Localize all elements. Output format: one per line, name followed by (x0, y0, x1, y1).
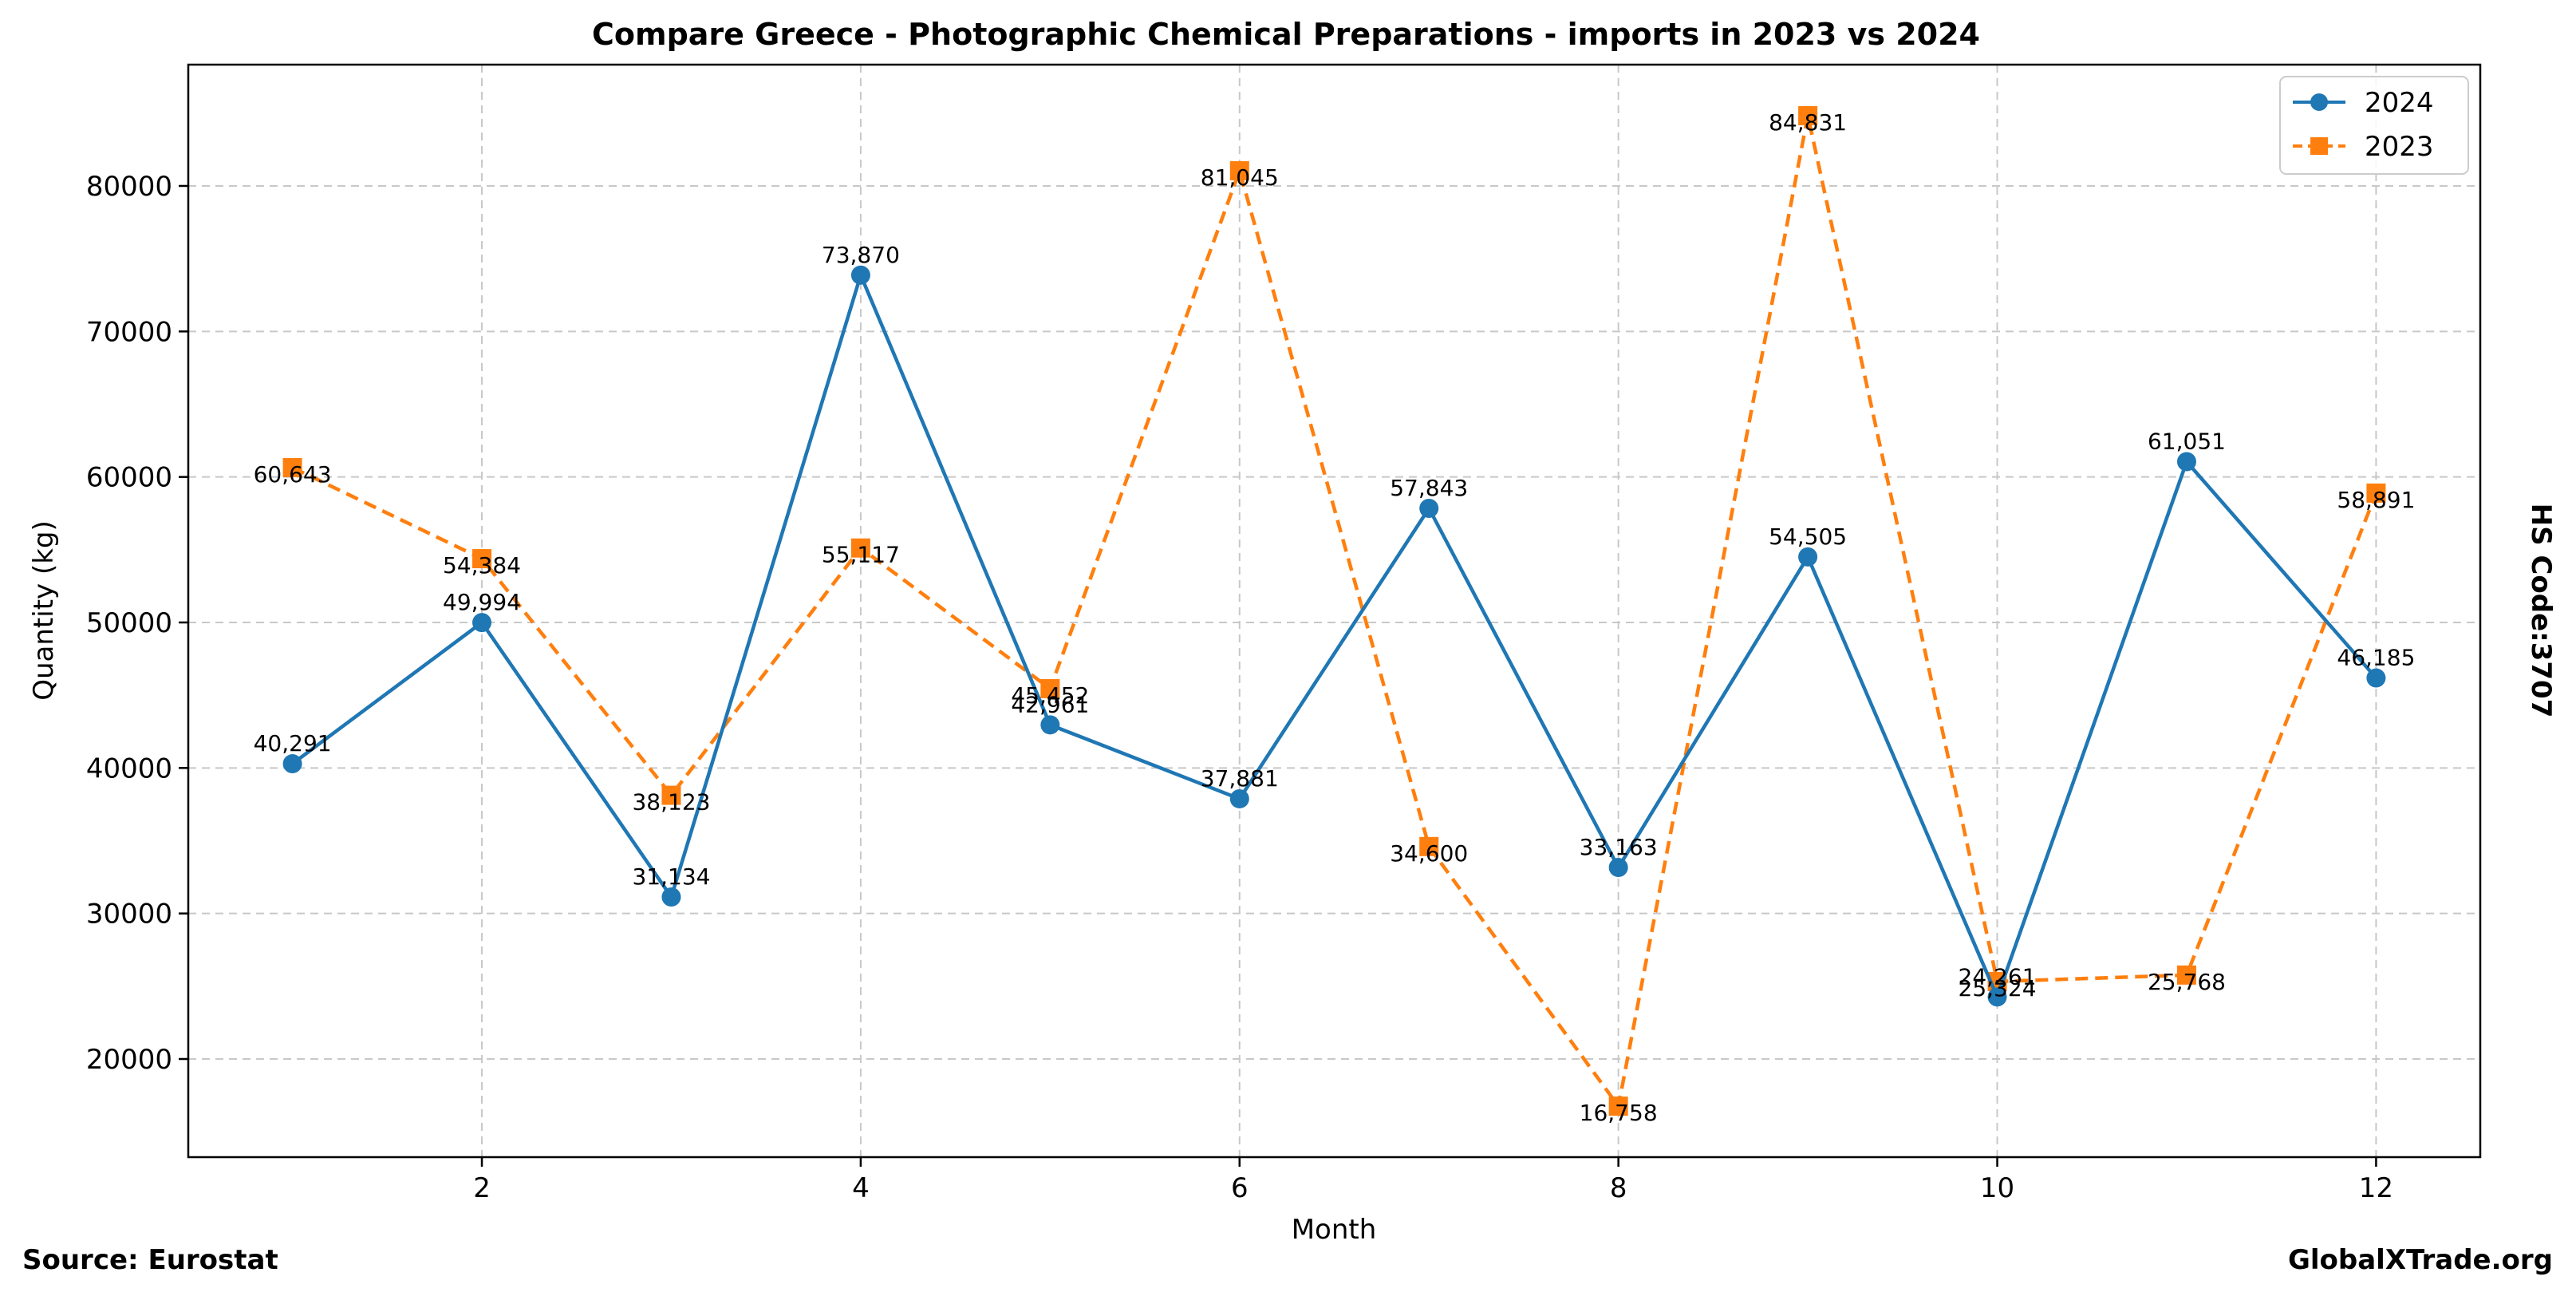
data-label-2023: 84,831 (1769, 109, 1847, 136)
y-tick-label: 70000 (86, 316, 172, 348)
legend-label-2024: 2024 (2365, 87, 2434, 119)
data-point-2023 (661, 785, 681, 805)
data-label-2023: 25,324 (1959, 975, 2037, 1002)
data-label-2023: 34,600 (1390, 840, 1468, 867)
y-tick-label: 60000 (86, 462, 172, 494)
data-point-2023 (1608, 1096, 1628, 1116)
data-label-2023: 58,891 (2337, 487, 2415, 513)
data-label-2024: 61,051 (2148, 428, 2226, 454)
y-tick-label: 40000 (86, 753, 172, 784)
data-point-2024 (2176, 452, 2196, 472)
data-point-2024 (661, 887, 681, 907)
data-label-2024: 40,291 (254, 730, 332, 757)
data-label-2024: 33,163 (1580, 834, 1658, 860)
data-point-2023 (2366, 483, 2386, 503)
legend: 2024 2023 (2279, 76, 2469, 175)
data-label-2024: 31,134 (632, 863, 710, 890)
data-label-2023: 16,758 (1580, 1100, 1658, 1126)
y-tick-label: 20000 (86, 1044, 172, 1076)
data-label-2023: 25,768 (2148, 969, 2226, 995)
data-label-2024: 49,994 (443, 589, 521, 615)
data-label-2024: 57,843 (1390, 475, 1468, 501)
data-label-2023: 38,123 (632, 789, 710, 816)
x-tick-label: 12 (2359, 1172, 2393, 1204)
data-point-2023 (1798, 105, 1818, 125)
x-axis-label: Month (1292, 1214, 1377, 1246)
data-point-2024 (1229, 788, 1249, 808)
data-label-2023: 55,117 (822, 542, 900, 568)
data-point-2023 (282, 457, 302, 477)
data-labels: 40,291 49,994 31,134 73,870 42,961 37,881 57,8… (254, 109, 2416, 1126)
footer-source: Source: Eurostat (22, 1244, 278, 1276)
y-axis-label: Quantity (kg) (28, 520, 60, 701)
data-point-2024 (282, 754, 302, 774)
footer-brand: GlobalXTrade.org (2288, 1244, 2553, 1276)
x-tick-label: 4 (852, 1172, 870, 1204)
data-point-2024 (1987, 987, 2007, 1007)
data-label-2024: 42,961 (1011, 691, 1089, 717)
data-point-2024 (472, 613, 492, 633)
x-tick-label: 2 (473, 1172, 491, 1204)
data-label-2024: 24,261 (1959, 963, 2037, 990)
axis-ticks: 2 4 6 8 10 12 20000 30000 40000 50000 60000 70000 80… (86, 171, 2393, 1204)
data-label-2024: 54,505 (1769, 524, 1847, 550)
data-label-2024: 46,185 (2337, 645, 2415, 671)
data-point-2024 (1419, 498, 1439, 518)
data-point-2024 (2366, 668, 2386, 688)
grid-lines (188, 65, 2480, 1157)
data-label-2023: 60,643 (254, 461, 332, 488)
x-tick-label: 10 (1980, 1172, 2014, 1204)
data-point-2024 (1798, 547, 1818, 567)
y-tick-label: 80000 (86, 171, 172, 203)
data-point-2023 (472, 549, 492, 569)
series-layer (282, 105, 2386, 1116)
data-label-2023: 45,452 (1011, 682, 1089, 709)
x-tick-label: 6 (1231, 1172, 1249, 1204)
legend-marker-2023 (2310, 137, 2328, 155)
y-tick-label: 50000 (86, 607, 172, 639)
data-point-2024 (1040, 715, 1060, 735)
legend-marker-2024 (2310, 93, 2328, 111)
data-point-2024 (1608, 857, 1628, 877)
data-point-2023 (2176, 965, 2196, 985)
y-tick-label: 30000 (86, 899, 172, 931)
side-label-hs-code: HS Code:3707 (2525, 504, 2557, 718)
data-label-2024: 73,870 (822, 242, 900, 268)
data-label-2024: 37,881 (1201, 765, 1279, 792)
data-point-2023 (1229, 160, 1249, 180)
data-label-2023: 81,045 (1201, 164, 1279, 191)
data-point-2023 (1419, 836, 1439, 856)
series-line-2023 (291, 113, 2378, 1108)
plot-frame (187, 63, 2482, 1159)
x-tick-label: 8 (1610, 1172, 1627, 1204)
chart-title: Compare Greece - Photographic Chemical P… (592, 17, 1980, 52)
data-label-2023: 54,384 (443, 552, 521, 579)
legend-label-2023: 2023 (2365, 131, 2434, 163)
data-point-2023 (1040, 678, 1060, 698)
data-point-2023 (850, 538, 870, 558)
series-line-2024 (291, 273, 2378, 999)
data-point-2024 (850, 265, 870, 285)
